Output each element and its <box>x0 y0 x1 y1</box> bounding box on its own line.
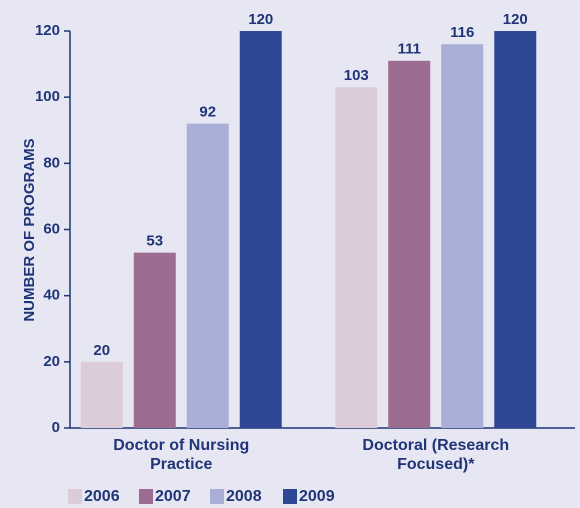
y-tick-label: 120 <box>35 22 60 39</box>
legend-label: 2008 <box>226 488 262 505</box>
bar <box>388 60 431 429</box>
y-tick-label: 20 <box>43 353 60 370</box>
value-label: 103 <box>344 67 369 84</box>
bar <box>335 87 378 428</box>
y-tick-label: 60 <box>43 220 60 237</box>
value-label: 92 <box>199 104 216 121</box>
bar <box>80 361 123 428</box>
legend-label: 2009 <box>299 488 335 505</box>
y-tick-label: 100 <box>35 88 60 105</box>
y-tick-label: 0 <box>52 419 60 436</box>
value-label: 120 <box>248 11 273 28</box>
value-label: 111 <box>398 41 421 58</box>
y-tick-label: 40 <box>43 287 60 304</box>
bar <box>186 123 229 428</box>
legend-label: 2006 <box>84 488 120 505</box>
y-tick-label: 80 <box>43 154 60 171</box>
y-axis-label: NUMBER OF PROGRAMS <box>21 138 38 321</box>
bar <box>133 252 176 428</box>
legend-swatch <box>283 489 297 504</box>
legend-swatch <box>210 489 224 504</box>
legend-swatch <box>139 489 153 504</box>
legend-swatch <box>68 489 82 504</box>
bar <box>441 44 484 428</box>
value-label: 116 <box>450 24 474 41</box>
legend-label: 2007 <box>155 488 191 505</box>
bar <box>239 31 282 428</box>
value-label: 20 <box>93 342 110 359</box>
x-tick-label: Doctor of Nursing Practice <box>113 437 250 473</box>
x-tick-label: Doctoral (Research Focused)* <box>362 437 510 473</box>
value-label: 53 <box>146 233 163 250</box>
value-label: 120 <box>503 11 528 28</box>
bar <box>494 31 537 428</box>
